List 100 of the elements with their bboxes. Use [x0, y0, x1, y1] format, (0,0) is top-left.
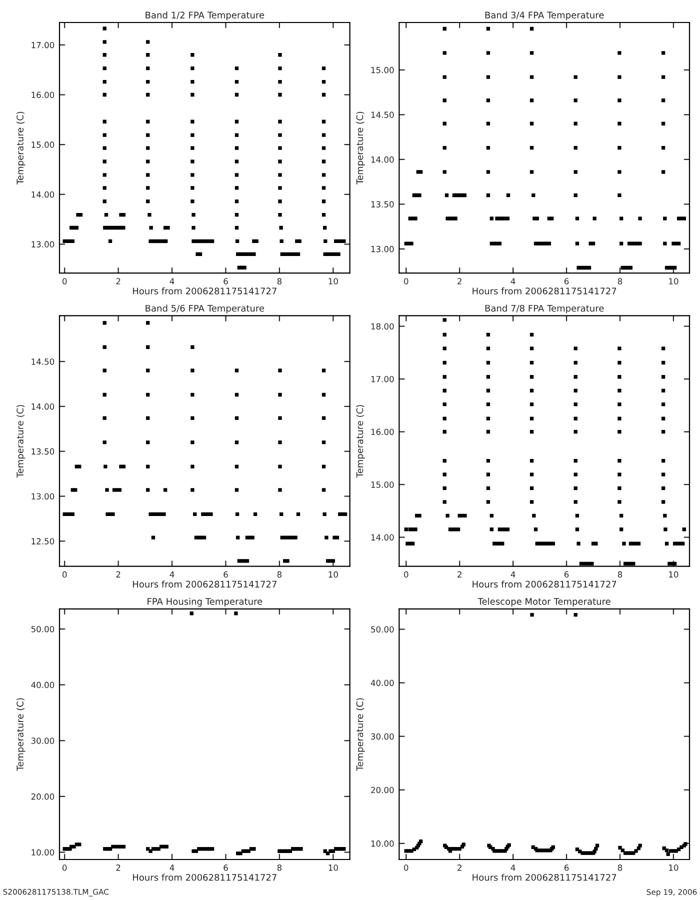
- point: [190, 80, 194, 84]
- point: [456, 528, 460, 532]
- point: [280, 239, 284, 244]
- point: [234, 368, 239, 372]
- point: [322, 133, 326, 137]
- point: [238, 852, 242, 856]
- point: [442, 416, 446, 420]
- point: [190, 368, 194, 372]
- y-tick-label: 14.50: [371, 112, 394, 118]
- point: [122, 844, 126, 848]
- point: [418, 193, 422, 198]
- point: [146, 186, 150, 190]
- point: [575, 216, 580, 220]
- point: [278, 416, 282, 420]
- point: [322, 416, 326, 420]
- point: [618, 122, 622, 126]
- point: [664, 528, 668, 532]
- point: [498, 242, 502, 246]
- x-tick-label: 2: [116, 864, 120, 871]
- point: [278, 488, 282, 492]
- point: [323, 226, 327, 230]
- point: [618, 360, 622, 364]
- point: [594, 846, 598, 851]
- point: [574, 122, 578, 126]
- point: [190, 173, 194, 177]
- point: [279, 226, 283, 230]
- point: [322, 368, 326, 372]
- point: [454, 216, 458, 220]
- point: [618, 346, 622, 350]
- point: [278, 212, 282, 217]
- point: [442, 472, 446, 476]
- point: [162, 512, 166, 516]
- y-tick-label: 13.00: [32, 493, 54, 500]
- point: [102, 160, 106, 164]
- point: [442, 51, 446, 55]
- point: [146, 173, 150, 177]
- point: [575, 514, 580, 518]
- point: [146, 392, 150, 397]
- point: [530, 98, 534, 102]
- x-tick-label: 8: [618, 571, 622, 578]
- point: [102, 66, 106, 70]
- y-tick-label: 17.00: [371, 376, 394, 382]
- point: [574, 486, 578, 490]
- y-tick-label: 16.00: [32, 92, 54, 98]
- point: [149, 226, 153, 230]
- point: [234, 66, 239, 70]
- y-tick-label: 40.00: [370, 680, 394, 686]
- y-tick-label: 10.00: [371, 840, 394, 847]
- x-tick-label: 10: [328, 278, 338, 284]
- point: [148, 212, 152, 217]
- y-tick-label: 15.00: [32, 142, 54, 148]
- point: [530, 170, 534, 174]
- point: [278, 186, 282, 190]
- point: [530, 346, 534, 350]
- y-axis-title: Temperature (C): [16, 112, 26, 185]
- point: [322, 92, 326, 97]
- point: [418, 514, 422, 518]
- point: [245, 559, 250, 563]
- point: [322, 146, 326, 150]
- point: [166, 226, 170, 230]
- point: [252, 847, 256, 851]
- point: [146, 53, 150, 57]
- point: [278, 160, 282, 164]
- point: [618, 51, 622, 55]
- point: [575, 242, 580, 246]
- y-tick-label: 13.50: [371, 201, 394, 208]
- x-axis-title: Hours from 2006281175141727: [133, 287, 276, 294]
- point: [102, 440, 106, 444]
- y-tick-label: 13.00: [371, 246, 394, 252]
- point: [486, 458, 490, 463]
- point: [530, 51, 534, 55]
- point: [661, 98, 666, 102]
- point: [618, 472, 622, 476]
- y-tick-label: 40.00: [31, 682, 54, 688]
- point: [442, 500, 446, 504]
- point: [198, 252, 202, 256]
- point: [442, 146, 446, 150]
- point: [574, 612, 578, 617]
- point: [486, 388, 490, 392]
- point: [618, 486, 622, 490]
- point: [590, 562, 594, 566]
- x-tick-label: 2: [458, 278, 462, 284]
- x-tick-label: 0: [404, 278, 408, 284]
- point: [574, 472, 578, 476]
- point: [102, 345, 106, 349]
- point: [551, 542, 555, 546]
- point: [322, 440, 326, 444]
- point: [70, 239, 74, 244]
- point: [146, 133, 150, 137]
- point: [619, 528, 624, 532]
- point: [574, 346, 578, 350]
- point: [146, 80, 150, 84]
- point: [618, 75, 622, 79]
- point: [322, 173, 326, 177]
- point: [278, 368, 282, 372]
- point: [146, 440, 150, 444]
- x-tick-label: 4: [510, 864, 516, 871]
- x-axis-title: Hours from 2006281175141727: [472, 580, 616, 588]
- x-tick-label: 4: [510, 278, 516, 284]
- x-tick-label: 6: [564, 571, 569, 578]
